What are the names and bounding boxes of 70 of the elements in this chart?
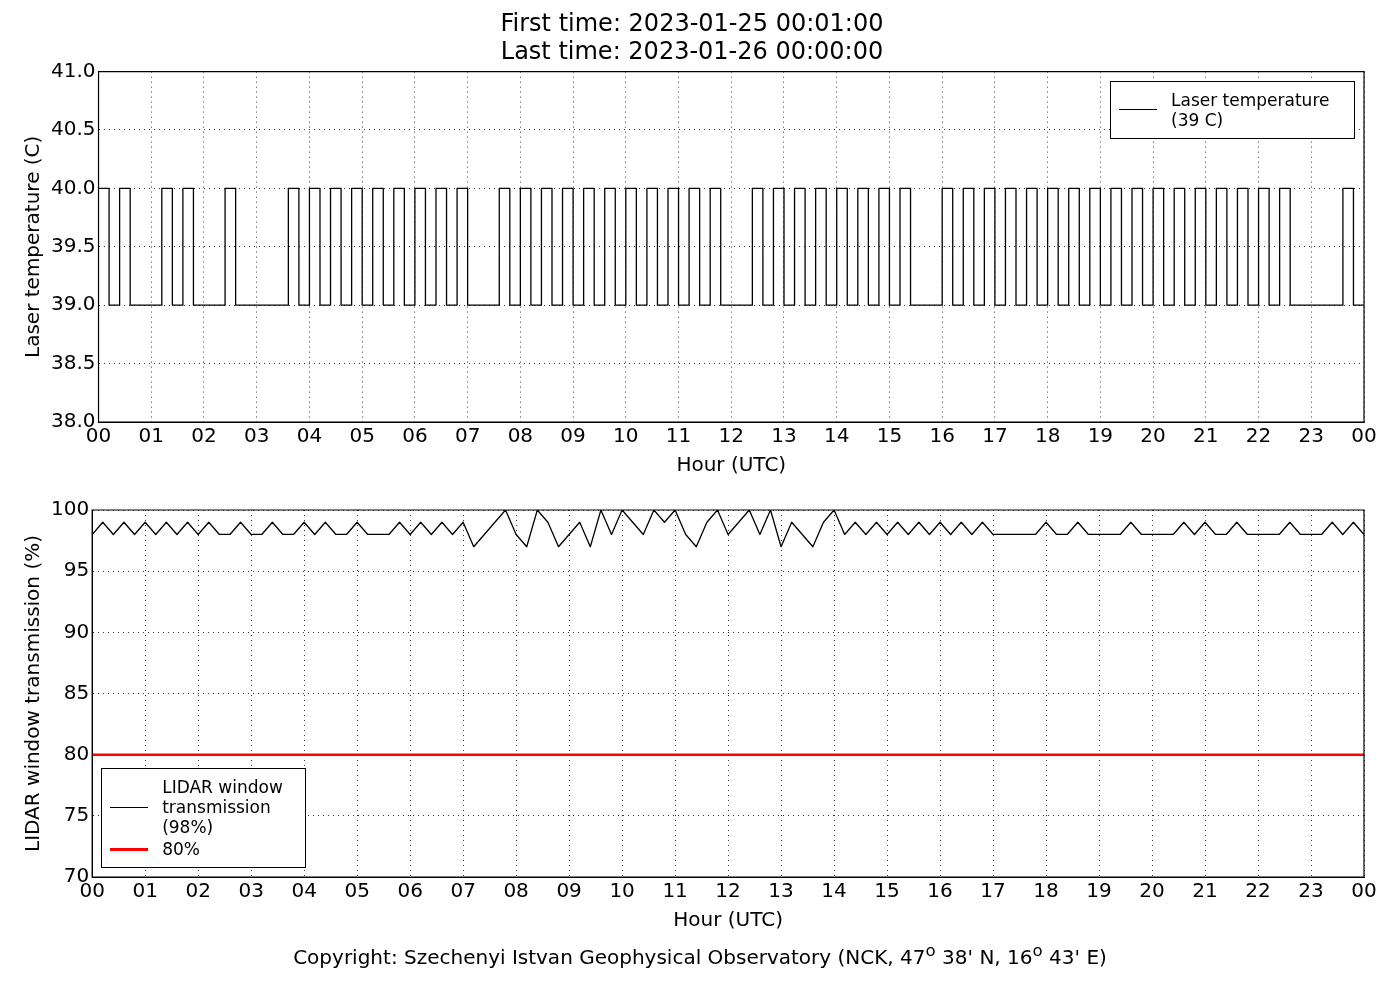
legend-label: LIDAR window transmission (98%) <box>162 777 284 837</box>
y-tick-label: 90 <box>63 618 90 643</box>
x-tick-label: 13 <box>768 878 794 903</box>
text: Copyright: Szechenyi Istvan Geophysical Observatory (NCK, 47$^{o}$ 38' N, 16$^{o}$ 43' E) <box>292 941 1108 969</box>
x-tick-label: 21 <box>1192 878 1218 903</box>
y-axis-title: Laser temperature (C) <box>20 135 45 358</box>
x-tick-label: 17 <box>982 423 1008 448</box>
chart-title: First time: 2023-01-25 00:01:00 <box>500 8 884 37</box>
y-tick-label: 39.5 <box>51 233 96 257</box>
x-tick-label: 21 <box>1193 423 1219 448</box>
x-tick-label: 09 <box>560 423 586 448</box>
x-tick-label: 12 <box>715 878 741 903</box>
y-tick-label: 40.0 <box>51 174 96 199</box>
x-axis-title: Hour (UTC) <box>676 452 787 477</box>
y-tick-label: 75 <box>63 802 90 827</box>
x-tick-label: 05 <box>344 878 370 903</box>
x-tick-label: 03 <box>238 878 264 903</box>
x-tick-label: 23 <box>1298 878 1324 903</box>
x-tick-label: 09 <box>556 878 582 903</box>
x-tick-label: 19 <box>1086 878 1112 903</box>
x-tick-label: 05 <box>349 423 375 448</box>
x-tick-label: 04 <box>296 423 323 448</box>
x-tick-label: 18 <box>1034 423 1061 448</box>
x-tick-label: 07 <box>450 878 476 903</box>
x-axis-title: Hour (UTC) <box>673 907 783 932</box>
x-tick-label: 13 <box>771 423 797 448</box>
x-tick-label: 12 <box>718 423 744 448</box>
x-tick-label: 15 <box>876 423 903 448</box>
y-tick-label: 41.0 <box>51 57 96 82</box>
x-tick-label: 01 <box>132 878 158 903</box>
y-axis-title: LIDAR window transmission (%) <box>20 535 45 852</box>
x-tick-label: 02 <box>191 423 217 448</box>
x-tick-label: 04 <box>291 878 317 903</box>
x-tick-label: 16 <box>927 878 953 903</box>
x-tick-label: 08 <box>507 423 534 448</box>
x-tick-label: 19 <box>1087 423 1114 448</box>
x-tick-label: 22 <box>1245 878 1271 903</box>
x-tick-label: 14 <box>821 878 847 903</box>
x-tick-label: 10 <box>613 423 639 448</box>
legend-label: Laser temperature (39 C) <box>1171 89 1331 130</box>
y-tick-label: 80 <box>63 740 90 765</box>
x-tick-label: 23 <box>1298 423 1324 448</box>
x-tick-label: 11 <box>665 423 692 448</box>
y-tick-label: 100 <box>50 496 90 521</box>
x-tick-label: 11 <box>662 878 688 903</box>
legend-label: 80% <box>162 839 200 859</box>
y-tick-label: 39.0 <box>51 291 96 316</box>
x-tick-label: 02 <box>185 878 211 903</box>
chart-subtitle: Last time: 2023-01-26 00:00:00 <box>500 37 884 66</box>
x-tick-label: 07 <box>454 423 481 448</box>
x-tick-label: 01 <box>138 423 164 448</box>
x-tick-label: 00 <box>1351 878 1377 903</box>
y-tick-label: 85 <box>63 679 90 704</box>
x-tick-label: 06 <box>397 878 423 903</box>
y-tick-label: 95 <box>63 557 90 582</box>
y-tick-label: 40.5 <box>51 116 96 141</box>
x-tick-label: 06 <box>402 423 428 448</box>
x-tick-label: 17 <box>980 878 1006 903</box>
x-tick-label: 22 <box>1245 423 1272 448</box>
x-tick-label: 03 <box>243 423 270 448</box>
x-tick-label: 18 <box>1033 878 1059 903</box>
x-tick-label: 14 <box>823 423 850 448</box>
x-tick-label: 16 <box>929 423 955 448</box>
x-tick-label: 08 <box>503 878 529 903</box>
x-tick-label: 10 <box>609 878 635 903</box>
x-tick-label: 20 <box>1139 878 1165 903</box>
x-tick-label: 00 <box>1351 423 1377 448</box>
x-tick-label: 15 <box>874 878 900 903</box>
y-tick-label: 38.5 <box>51 349 96 374</box>
x-tick-label: 20 <box>1140 423 1166 448</box>
